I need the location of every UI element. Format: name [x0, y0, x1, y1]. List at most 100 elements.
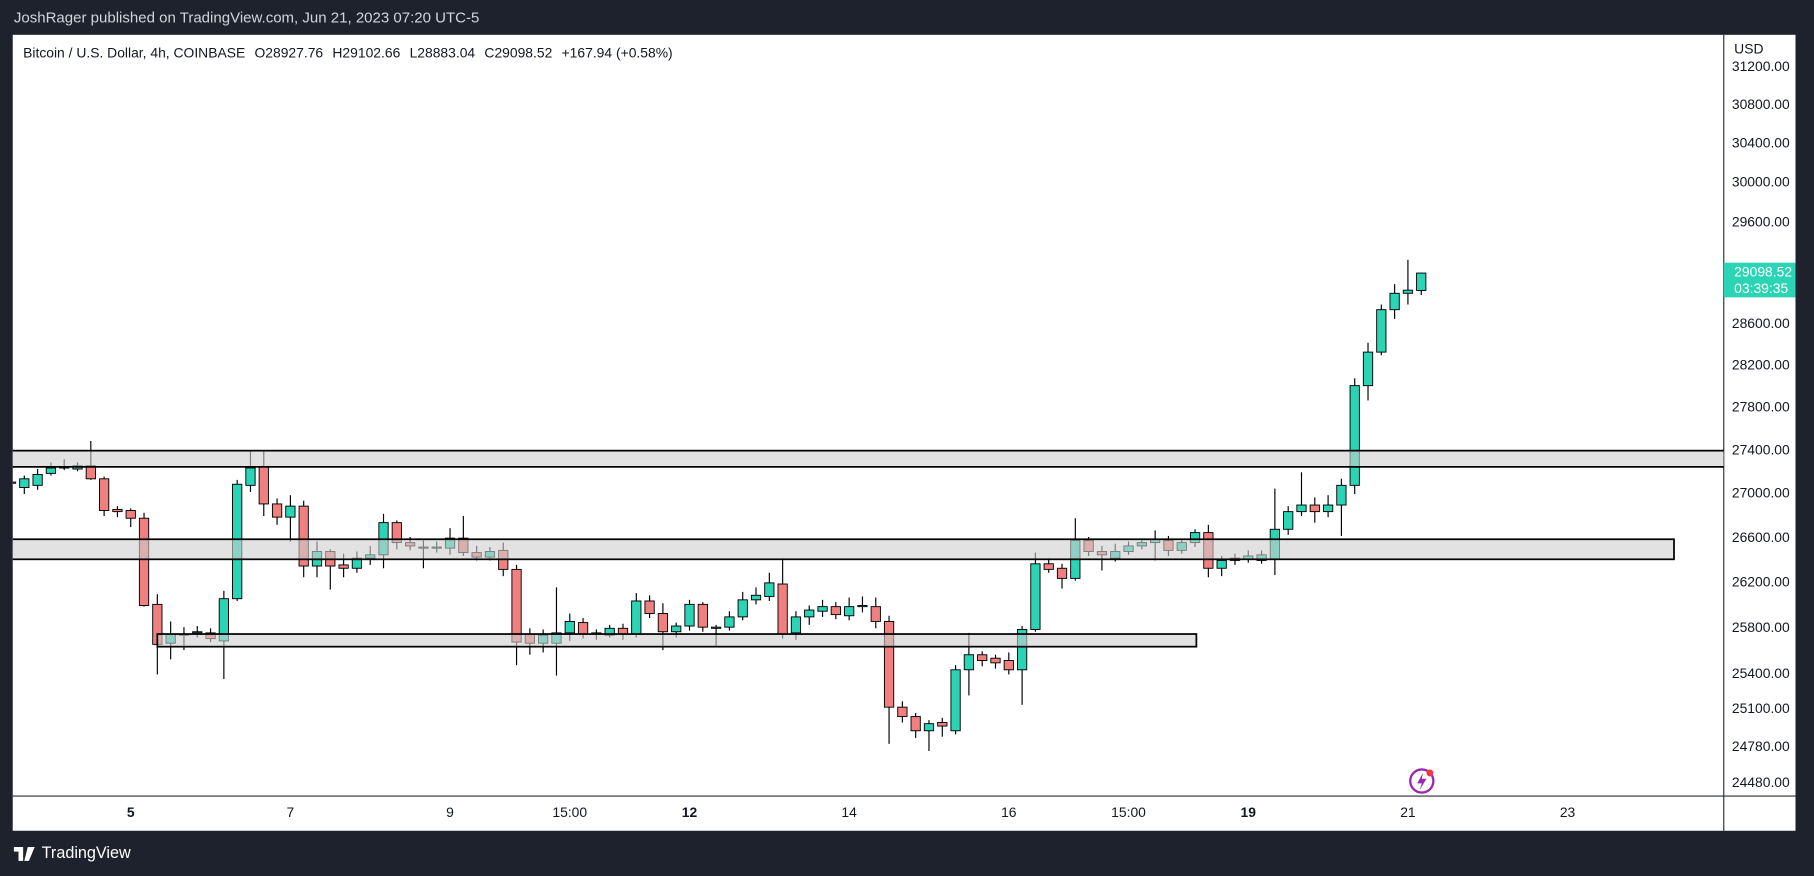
candle-body	[1283, 511, 1294, 530]
brand-name: TradingView	[42, 844, 131, 862]
candle-body	[32, 473, 43, 486]
candle-body	[192, 631, 203, 634]
candle-body	[1030, 563, 1041, 630]
candle-body	[963, 654, 975, 671]
candle-body	[1309, 504, 1320, 513]
x-tick-label: 16	[1001, 804, 1017, 820]
candle-body	[923, 723, 935, 732]
x-tick-label: 9	[446, 804, 454, 820]
y-tick-label: 25800.00	[1732, 619, 1790, 635]
candle-body	[245, 467, 256, 486]
x-tick-label: 21	[1400, 804, 1416, 820]
candle-body	[1402, 289, 1414, 294]
candle-body	[112, 508, 123, 513]
candle-body	[804, 609, 815, 618]
y-tick-label: 31200.00	[1732, 58, 1790, 74]
candle-body	[990, 657, 1001, 664]
candle-body	[138, 517, 150, 606]
candle-body	[950, 669, 961, 732]
candle-body	[870, 606, 881, 622]
last-price-badge	[1723, 262, 1796, 298]
x-tick-label: 15:00	[1111, 804, 1146, 820]
candle-body	[671, 625, 682, 633]
candle-body	[258, 466, 269, 505]
candle-body	[125, 510, 136, 519]
candle-body	[684, 603, 695, 627]
candle-body	[1216, 559, 1227, 569]
y-tick-label: 30800.00	[1732, 96, 1790, 112]
candle-body	[1376, 309, 1387, 353]
candle-body	[1056, 567, 1068, 579]
x-tick-label: 15:00	[552, 804, 587, 820]
candle-body	[19, 478, 30, 488]
candle-body	[644, 600, 655, 614]
currency-label: USD	[1734, 41, 1763, 57]
y-tick-label: 28200.00	[1732, 356, 1790, 372]
y-tick-label: 26200.00	[1732, 574, 1790, 590]
ohlc-value: O28927.76	[254, 44, 323, 60]
x-tick-label: 5	[127, 804, 135, 820]
candle-body	[1016, 628, 1028, 671]
candle-body	[511, 568, 522, 643]
x-tick-label: 7	[287, 804, 295, 820]
y-tick-label: 26600.00	[1732, 529, 1790, 545]
candle-body	[764, 582, 775, 597]
candle-body	[977, 654, 988, 661]
ohlc-value: H29102.66	[332, 44, 400, 60]
candle-body	[790, 616, 802, 634]
ohlc-value: C29098.52	[484, 44, 552, 60]
candle-body	[1362, 351, 1374, 387]
countdown-label: 03:39:35	[1734, 280, 1788, 296]
candle-body	[45, 467, 57, 474]
candle-body	[737, 599, 748, 618]
candle-body	[564, 620, 575, 634]
candle-body	[1349, 385, 1360, 486]
candle-body	[897, 706, 908, 718]
publish-header: JoshRager published on TradingView.com, …	[14, 10, 480, 27]
y-tick-label: 27400.00	[1732, 441, 1790, 457]
price-zone	[12, 538, 1675, 561]
chart-background	[12, 34, 1796, 831]
candle-body	[338, 564, 349, 569]
symbol-title: Bitcoin / U.S. Dollar, 4h, COINBASE	[23, 44, 245, 60]
candle-body	[777, 583, 788, 635]
candle-body	[697, 603, 708, 628]
y-tick-label: 25400.00	[1732, 665, 1790, 681]
candle-body	[724, 616, 735, 628]
candle-body	[844, 606, 855, 617]
candle-body	[99, 478, 110, 511]
candle-body	[631, 600, 642, 635]
y-tick-label: 30400.00	[1732, 135, 1790, 151]
ohlc-value: L28883.04	[410, 44, 476, 60]
y-tick-label: 28600.00	[1732, 315, 1790, 331]
tradingview-logo[interactable]: TradingView	[13, 844, 131, 862]
candle-body	[285, 505, 296, 518]
candle-body	[298, 505, 309, 567]
y-tick-label: 29600.00	[1732, 213, 1790, 229]
y-tick-label: 25100.00	[1732, 700, 1790, 716]
candle-body	[1296, 504, 1307, 513]
candle-body	[710, 626, 722, 629]
y-tick-label: 24480.00	[1732, 774, 1790, 790]
candle-body	[1416, 272, 1427, 291]
price-zone	[12, 449, 1724, 468]
candle-body	[271, 503, 283, 518]
symbol-legend: Bitcoin / U.S. Dollar, 4h, COINBASE O2892…	[23, 44, 673, 60]
candle-body	[1322, 504, 1334, 513]
x-tick-label: 23	[1560, 804, 1576, 820]
y-tick-label: 27000.00	[1732, 485, 1790, 501]
candle-body	[910, 716, 921, 732]
y-tick-label: 24780.00	[1732, 738, 1790, 754]
candle-body	[1043, 563, 1054, 570]
candle-body	[85, 465, 96, 480]
candle-body	[937, 722, 948, 727]
x-tick-label: 14	[841, 804, 857, 820]
alert-icon[interactable]	[1409, 768, 1435, 794]
last-price-label: 29098.52	[1734, 264, 1792, 280]
plot-area	[12, 259, 1724, 751]
y-tick-label: 30000.00	[1732, 174, 1790, 190]
candle-body	[1003, 660, 1014, 671]
candle-body	[657, 613, 669, 633]
y-tick-label: 27800.00	[1732, 399, 1790, 415]
